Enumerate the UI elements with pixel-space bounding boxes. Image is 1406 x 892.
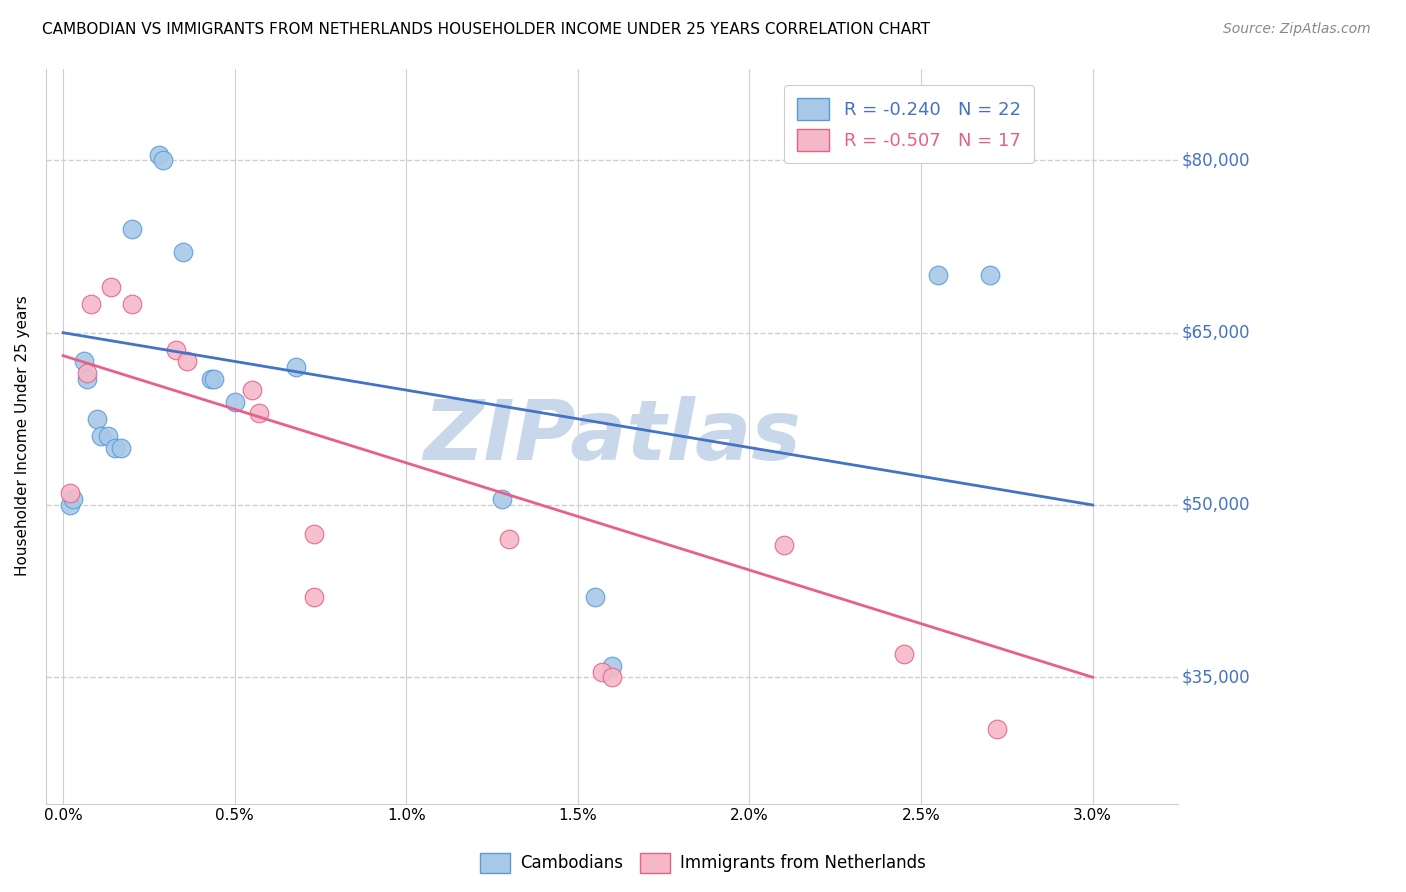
Text: $50,000: $50,000: [1182, 496, 1250, 514]
Point: [59, 486, 82, 500]
Point: [176, 354, 198, 368]
Point: [224, 394, 246, 409]
Point: [172, 245, 194, 260]
Point: [202, 371, 225, 385]
Point: [73, 354, 96, 368]
Point: [165, 343, 187, 357]
Text: CAMBODIAN VS IMMIGRANTS FROM NETHERLANDS HOUSEHOLDER INCOME UNDER 25 YEARS CORRE: CAMBODIAN VS IMMIGRANTS FROM NETHERLANDS…: [42, 22, 931, 37]
Point: [247, 406, 270, 420]
Point: [583, 590, 606, 604]
Point: [200, 371, 222, 385]
Legend: Cambodians, Immigrants from Netherlands: Cambodians, Immigrants from Netherlands: [474, 847, 932, 880]
Point: [893, 648, 915, 662]
Point: [100, 279, 122, 293]
Point: [86, 412, 108, 426]
Point: [986, 722, 1008, 736]
Point: [104, 441, 127, 455]
Point: [76, 366, 98, 380]
Point: [302, 526, 325, 541]
Point: [600, 670, 623, 684]
Point: [121, 222, 143, 236]
Text: $35,000: $35,000: [1182, 668, 1250, 686]
Point: [76, 371, 98, 385]
Text: Source: ZipAtlas.com: Source: ZipAtlas.com: [1223, 22, 1371, 37]
Point: [285, 360, 308, 375]
Point: [59, 498, 82, 512]
Y-axis label: Householder Income Under 25 years: Householder Income Under 25 years: [15, 295, 30, 576]
Point: [498, 533, 520, 547]
Point: [772, 538, 794, 552]
Text: $80,000: $80,000: [1182, 152, 1250, 169]
Point: [152, 153, 174, 168]
Point: [148, 147, 170, 161]
Point: [110, 441, 132, 455]
Legend: R = -0.240   N = 22, R = -0.507   N = 17: R = -0.240 N = 22, R = -0.507 N = 17: [785, 85, 1033, 163]
Point: [591, 665, 613, 679]
Point: [491, 492, 513, 507]
Point: [302, 590, 325, 604]
Point: [79, 297, 101, 311]
Point: [90, 429, 112, 443]
Text: $65,000: $65,000: [1182, 324, 1250, 342]
Point: [927, 268, 949, 283]
Point: [62, 492, 84, 507]
Text: ZIPatlas: ZIPatlas: [423, 395, 801, 476]
Point: [97, 429, 120, 443]
Point: [600, 658, 623, 673]
Point: [979, 268, 1001, 283]
Point: [240, 383, 263, 397]
Point: [121, 297, 143, 311]
